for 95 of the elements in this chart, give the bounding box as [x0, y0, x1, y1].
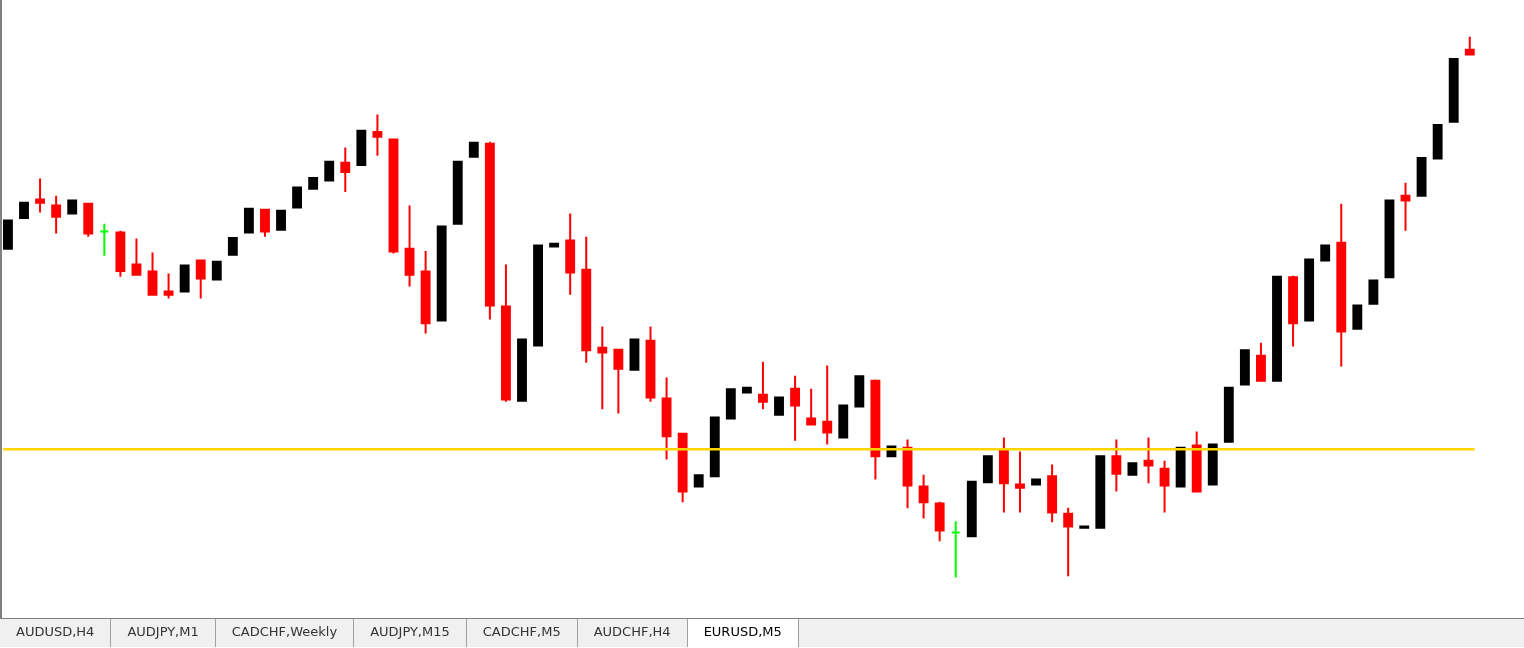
text: CADCHF,M5: [466, 619, 578, 647]
candlestick: [1047, 463, 1058, 524]
candlestick: [356, 129, 367, 166]
candlestick: [998, 436, 1009, 514]
candlestick: [3, 219, 13, 250]
candlestick: [854, 375, 865, 408]
candlestick: [131, 237, 142, 276]
candlestick: [292, 186, 303, 209]
candlestick: [1304, 258, 1315, 322]
candlestick: [243, 207, 254, 234]
candlestick: [388, 138, 399, 255]
candlestick: [870, 378, 881, 481]
candlestick: [99, 222, 110, 257]
candlestick: [693, 474, 704, 488]
candlestick: [822, 364, 833, 446]
candlestick: [966, 480, 977, 538]
candlestick: [725, 388, 736, 420]
candlestick: [1175, 446, 1186, 488]
text: AUDCHF,H4: [577, 619, 688, 647]
candlestick: [1352, 304, 1363, 330]
candlestick: [645, 325, 656, 403]
candlestick: [404, 204, 415, 288]
candlestick: [1063, 506, 1074, 578]
candlestick: [1256, 341, 1266, 383]
candlestick: [741, 386, 752, 394]
candlestick: [838, 404, 849, 439]
text: AUDJPY,M15: [354, 619, 467, 647]
candlestick: [468, 141, 479, 158]
candlestick: [227, 236, 238, 256]
candlestick: [1191, 430, 1202, 493]
candlestick: [1272, 275, 1282, 382]
candlestick: [179, 264, 190, 293]
candlestick: [372, 113, 383, 157]
candlestick: [581, 235, 592, 364]
candlestick: [1288, 274, 1299, 348]
candlestick: [452, 160, 463, 225]
candlestick: [790, 374, 801, 442]
candlestick: [1416, 156, 1427, 197]
candlestick: [950, 520, 961, 579]
candlestick: [661, 376, 672, 461]
candlestick: [1336, 202, 1347, 368]
candlestick: [276, 209, 286, 231]
candlestick: [1223, 386, 1234, 443]
candlestick: [1015, 450, 1025, 514]
candlestick: [1127, 462, 1138, 476]
candlestick: [163, 272, 174, 300]
text: AUDUSD,H4: [0, 619, 112, 647]
candlestick: [549, 242, 560, 248]
candlestick: [147, 251, 158, 296]
candlestick: [902, 438, 913, 510]
candlestick: [35, 177, 46, 214]
candlestick: [1207, 443, 1218, 486]
candlestick: [1159, 459, 1170, 514]
candlestick: [1464, 35, 1475, 56]
candlestick: [806, 387, 817, 426]
candlestick: [1095, 455, 1106, 529]
candlestick: [1384, 199, 1395, 279]
text: EURUSD,M5: [687, 619, 799, 647]
candlestick: [260, 208, 270, 238]
candlestick: [340, 146, 351, 193]
candlestick: [1448, 57, 1459, 123]
candlestick: [1368, 279, 1379, 305]
candlestick: [484, 140, 495, 321]
candlestick: [83, 202, 94, 238]
candlestick: [19, 201, 29, 219]
candlestick: [195, 259, 206, 300]
candlestick: [500, 263, 511, 403]
candlestick: [211, 260, 222, 281]
candlestick: [597, 325, 608, 411]
text: AUDJPY,M1: [111, 619, 216, 647]
candlestick: [51, 194, 62, 235]
candlestick: [709, 416, 720, 478]
candlestick: [677, 432, 688, 504]
candlestick: [934, 500, 945, 543]
candlestick: [436, 225, 447, 322]
candlestick: [324, 160, 335, 182]
candlestick: [517, 338, 527, 402]
candlestick: [115, 229, 126, 278]
candlestick: [308, 176, 319, 190]
candlestick: [420, 249, 431, 335]
candlestick: [565, 212, 576, 296]
candlestick: [533, 244, 543, 347]
candlestick: [67, 199, 78, 215]
candlestick: [1239, 349, 1250, 386]
candlestick: [613, 348, 624, 415]
candlestick: [758, 360, 768, 411]
candlestick: [1111, 438, 1122, 493]
candlestick: [1143, 436, 1154, 485]
candlestick: [1400, 181, 1411, 232]
candlestick: [1320, 244, 1331, 262]
candlestick: [982, 455, 993, 484]
candlestick: [1432, 123, 1443, 160]
candlestick: [918, 473, 929, 520]
text: CADCHF,Weekly: [215, 619, 355, 647]
candlestick: [774, 396, 784, 416]
